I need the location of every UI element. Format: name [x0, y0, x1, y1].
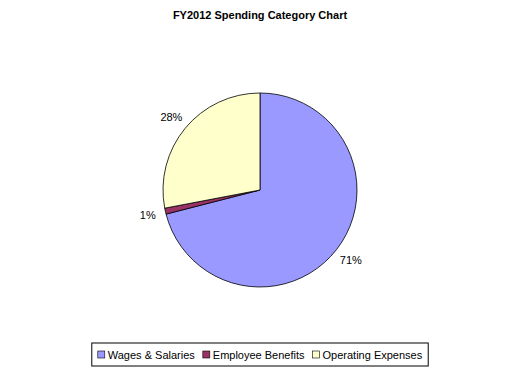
legend-label: Employee Benefits: [213, 349, 305, 361]
title: FY2012 Spending Category Chart: [173, 9, 348, 21]
data-label: 28%: [160, 111, 182, 123]
legend-frame: [92, 343, 428, 366]
data-label: 1%: [140, 209, 156, 221]
legend-swatch: [313, 351, 320, 358]
legend-swatch: [98, 351, 105, 358]
legend-swatch: [203, 351, 210, 358]
legend-label: Operating Expenses: [323, 349, 423, 361]
legend: Wages & Salaries Employee Benefits Operati…: [92, 343, 428, 366]
legend-label: Wages & Salaries: [108, 349, 196, 361]
chart: FY2012 Spending Category Chart 71% 1% 28% Wa…: [0, 0, 520, 373]
data-label: 71%: [340, 254, 362, 266]
pie: [163, 93, 357, 287]
